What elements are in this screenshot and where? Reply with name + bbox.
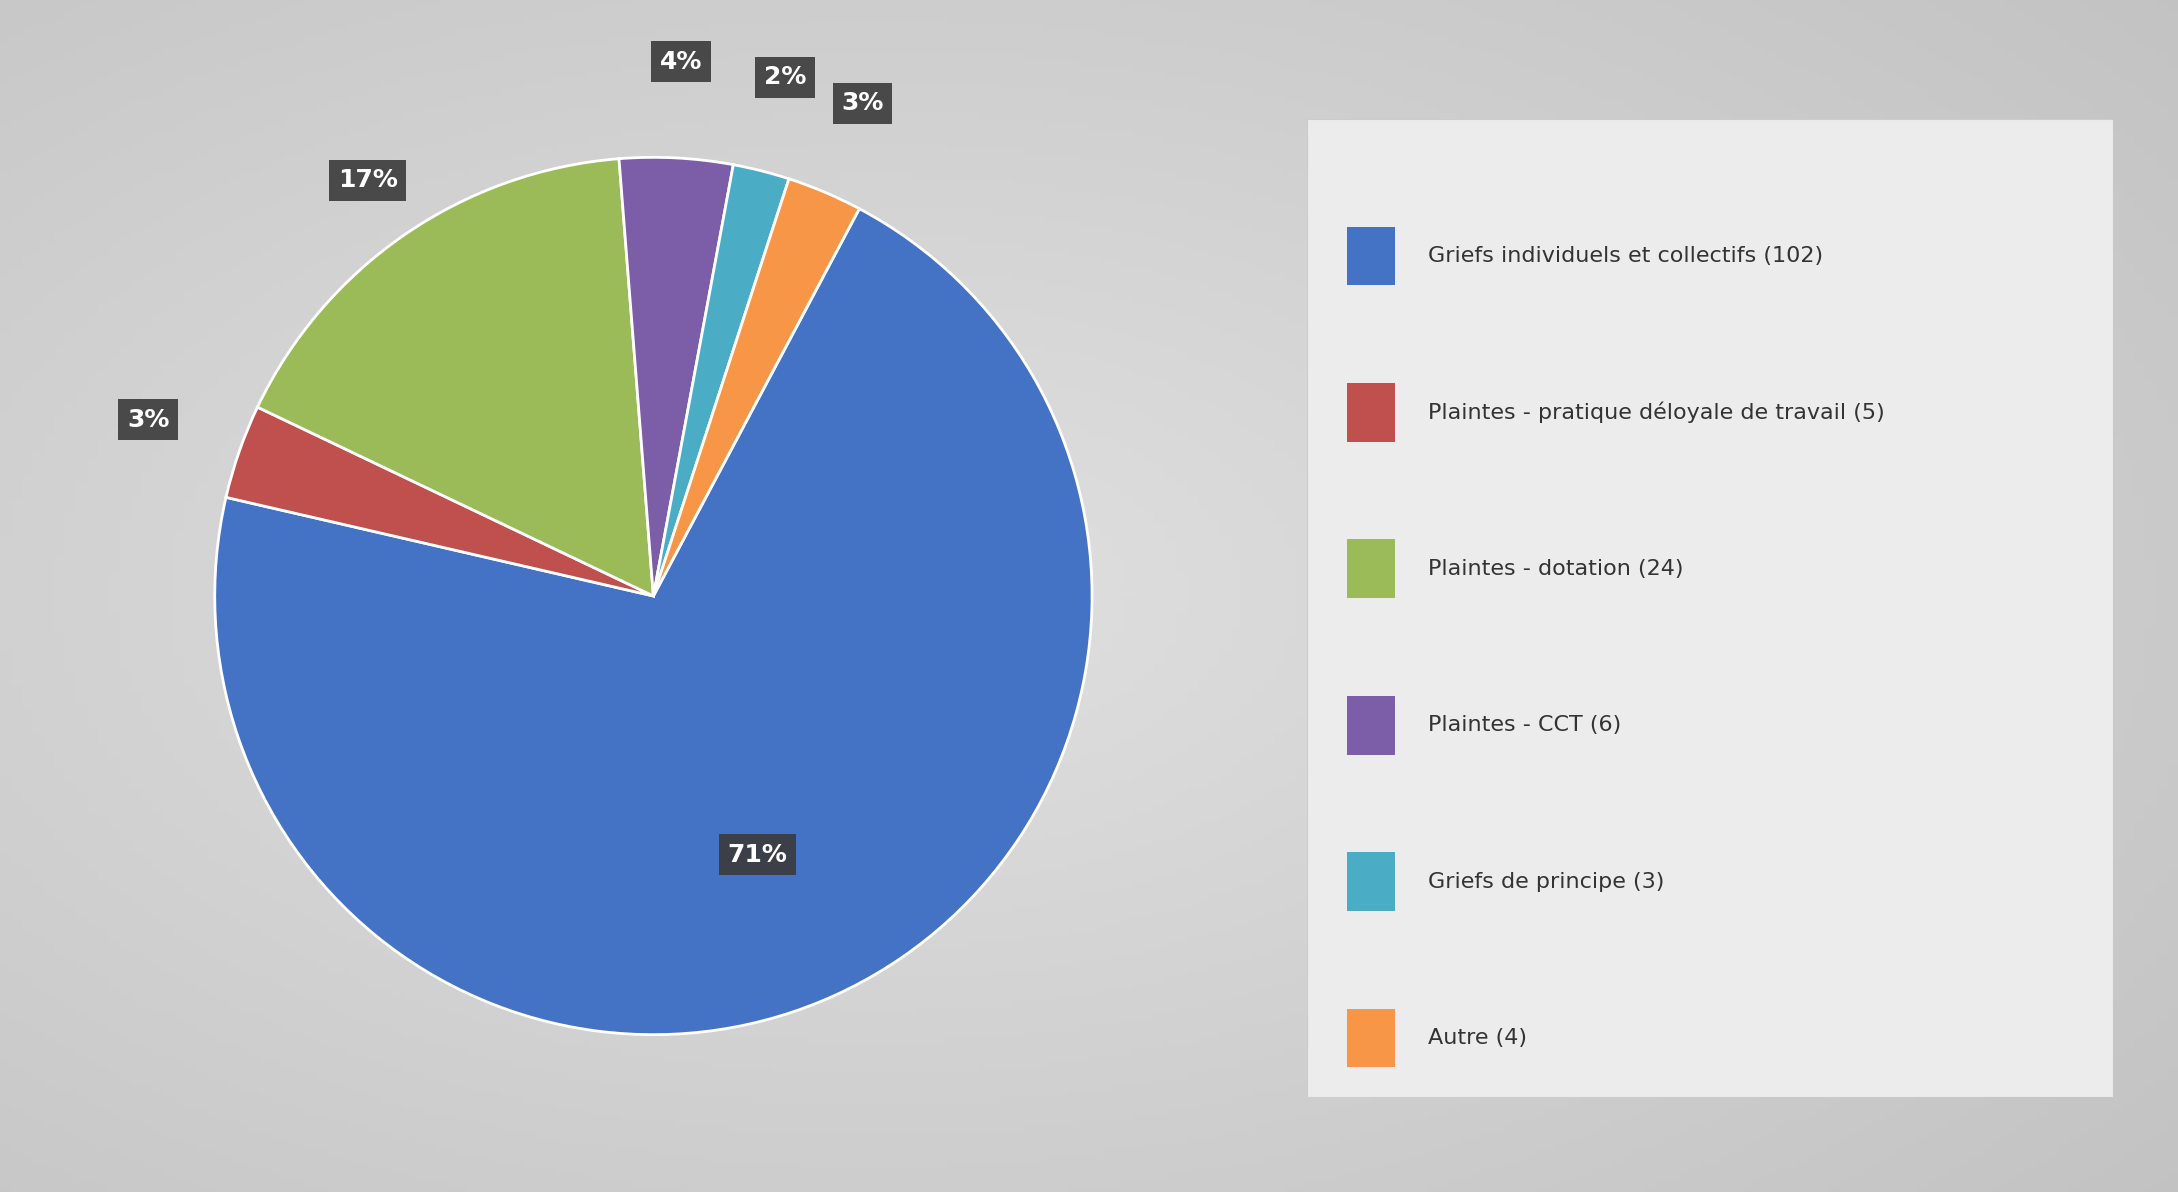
FancyBboxPatch shape xyxy=(1346,1008,1396,1067)
FancyBboxPatch shape xyxy=(1346,852,1396,911)
Text: Plaintes - pratique déloyale de travail (5): Plaintes - pratique déloyale de travail … xyxy=(1429,402,1884,423)
Wedge shape xyxy=(257,159,653,596)
Text: 3%: 3% xyxy=(126,408,170,432)
Text: 4%: 4% xyxy=(660,50,703,74)
Wedge shape xyxy=(619,157,734,596)
Wedge shape xyxy=(227,408,653,596)
Text: Plaintes - dotation (24): Plaintes - dotation (24) xyxy=(1429,559,1684,579)
Text: 71%: 71% xyxy=(727,843,786,867)
Text: 17%: 17% xyxy=(338,168,399,192)
Text: 2%: 2% xyxy=(764,66,806,89)
Text: Griefs de principe (3): Griefs de principe (3) xyxy=(1429,871,1664,892)
Text: Griefs individuels et collectifs (102): Griefs individuels et collectifs (102) xyxy=(1429,246,1823,266)
Text: Autre (4): Autre (4) xyxy=(1429,1028,1527,1048)
Wedge shape xyxy=(653,164,788,596)
Text: 3%: 3% xyxy=(841,92,884,116)
FancyBboxPatch shape xyxy=(1346,226,1396,285)
FancyBboxPatch shape xyxy=(1346,383,1396,442)
FancyBboxPatch shape xyxy=(1307,119,2113,1097)
Wedge shape xyxy=(653,179,860,596)
Text: Plaintes - CCT (6): Plaintes - CCT (6) xyxy=(1429,715,1620,735)
FancyBboxPatch shape xyxy=(1346,696,1396,755)
Wedge shape xyxy=(216,209,1091,1035)
FancyBboxPatch shape xyxy=(1346,540,1396,598)
